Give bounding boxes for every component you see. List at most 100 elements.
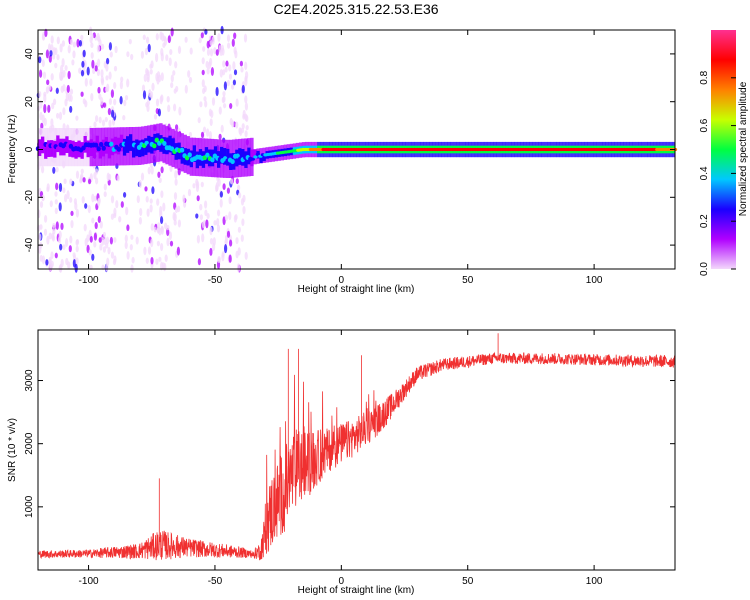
heat-noise-cell: [244, 61, 248, 71]
heat-noise-cell: [48, 54, 52, 63]
heat-noise-cell: [45, 49, 50, 59]
y-tick-label: 2000: [24, 432, 35, 455]
heat-noise-cell: [50, 251, 54, 260]
heat-noise-cell: [111, 109, 115, 118]
heat-noise-cell: [101, 119, 106, 127]
heat-noise-cell: [38, 90, 42, 98]
heat-noise-cell: [88, 249, 92, 256]
heat-noise-cell: [39, 69, 43, 78]
heat-noise-cell: [224, 66, 228, 73]
heat-noise-cell: [173, 192, 178, 201]
heat-noise-cell: [47, 104, 51, 113]
heat-noise-cell: [42, 71, 47, 79]
heat-noise-cell: [90, 92, 94, 102]
heat-noise-cell: [221, 47, 225, 56]
heat-noise-cell: [201, 221, 206, 229]
heat-noise-cell: [75, 238, 80, 245]
heat-noise-cell: [101, 236, 105, 246]
heat-noise-cell: [241, 84, 245, 94]
heat-ridge-cell: [126, 144, 132, 150]
heat-noise-cell: [78, 67, 82, 74]
heat-noise-cell: [101, 43, 105, 50]
heat-noise-cell: [169, 240, 174, 247]
heat-noise-cell: [232, 79, 236, 86]
heat-band-cell: [132, 140, 136, 158]
colorbar-ticks: 0.0 0.2 0.4 0.6 0.8: [699, 70, 736, 276]
colorbar-tick-label: 0.8: [699, 70, 710, 84]
heat-noise-cell: [52, 222, 56, 229]
heat-noise-cell: [202, 46, 206, 52]
heat-noise-cell: [118, 215, 122, 223]
heat-noise-cell: [46, 79, 50, 86]
heat-noise-cell: [69, 105, 73, 113]
heat-noise-cell: [109, 51, 113, 58]
heat-noise-cell: [162, 202, 166, 212]
colorbar-tick-label: 0.0: [699, 262, 710, 276]
heat-noise-cell: [114, 45, 118, 54]
heat-band-cell: [192, 145, 196, 162]
heat-band-cell: [195, 151, 199, 169]
x-tick-label: 0: [339, 576, 345, 587]
heat-band-cell: [171, 138, 175, 155]
heat-noise-cell: [41, 194, 45, 202]
heat-noise-cell: [72, 252, 76, 258]
heat-noise-cell: [218, 133, 222, 140]
heat-noise-cell: [173, 103, 177, 112]
heat-band-cell: [110, 138, 115, 156]
heat-noise-cell: [157, 171, 161, 178]
heat-noise-cell: [149, 204, 153, 213]
heat-noise-cell: [206, 213, 210, 219]
heat-noise-cell: [95, 115, 99, 123]
heat-noise-cell: [188, 76, 193, 84]
heat-noise-cell: [177, 45, 182, 54]
heat-noise-cell: [160, 243, 164, 251]
heat-band-cell: [122, 138, 127, 156]
heat-noise-cell: [222, 69, 226, 76]
heat-noise-cell: [244, 251, 248, 260]
spectrogram-x-label: Height of straight line (km): [298, 284, 415, 295]
heat-noise-cell: [65, 257, 69, 266]
heat-noise-cell: [215, 49, 219, 56]
heat-noise-cell: [135, 236, 139, 245]
heat-noise-cell: [241, 218, 245, 227]
heat-noise-cell: [209, 226, 213, 236]
heat-noise-cell: [145, 196, 149, 203]
heat-noise-cell: [119, 80, 123, 90]
heat-noise-cell: [233, 69, 238, 76]
heat-noise-cell: [188, 131, 192, 138]
heat-noise-cell: [89, 235, 93, 243]
heat-noise-cell: [174, 61, 178, 69]
heat-noise-cell: [54, 252, 58, 259]
heat-noise-cell: [107, 107, 111, 116]
heat-noise-cell: [105, 75, 109, 81]
heat-noise-cell: [206, 67, 210, 75]
heat-noise-cell: [163, 36, 167, 46]
heat-noise-cell: [166, 224, 170, 231]
heat-noise-cell: [98, 116, 102, 124]
heat-noise-cell: [75, 245, 79, 253]
heat-noise-cell: [48, 232, 52, 240]
x-tick-label: -50: [208, 576, 223, 587]
chart-title: C2E4.2025.315.22.53.E36: [273, 1, 438, 17]
heat-noise-cell: [44, 28, 48, 38]
heat-noise-cell: [80, 91, 84, 97]
heat-noise-cell: [69, 88, 74, 95]
heat-noise-cell: [238, 192, 242, 199]
heat-noise-cell: [43, 117, 47, 127]
heat-noise-cell: [228, 196, 232, 205]
heat-band-cell: [53, 140, 57, 158]
heat-noise-cell: [52, 54, 56, 60]
heat-ridge-cell: [56, 146, 61, 152]
heat-noise-cell: [231, 84, 235, 90]
heat-noise-cell: [145, 257, 149, 264]
heat-noise-cell: [56, 54, 60, 61]
heat-noise-cell: [64, 193, 68, 203]
x-tick-label: 0: [339, 275, 345, 286]
x-tick-label: 50: [462, 275, 474, 286]
heat-noise-cell: [150, 60, 154, 69]
heat-noise-cell: [88, 178, 92, 185]
heat-noise-cell: [100, 69, 104, 78]
heat-band-cell: [86, 140, 90, 158]
heat-noise-cell: [150, 223, 154, 231]
heat-noise-cell: [47, 43, 52, 53]
